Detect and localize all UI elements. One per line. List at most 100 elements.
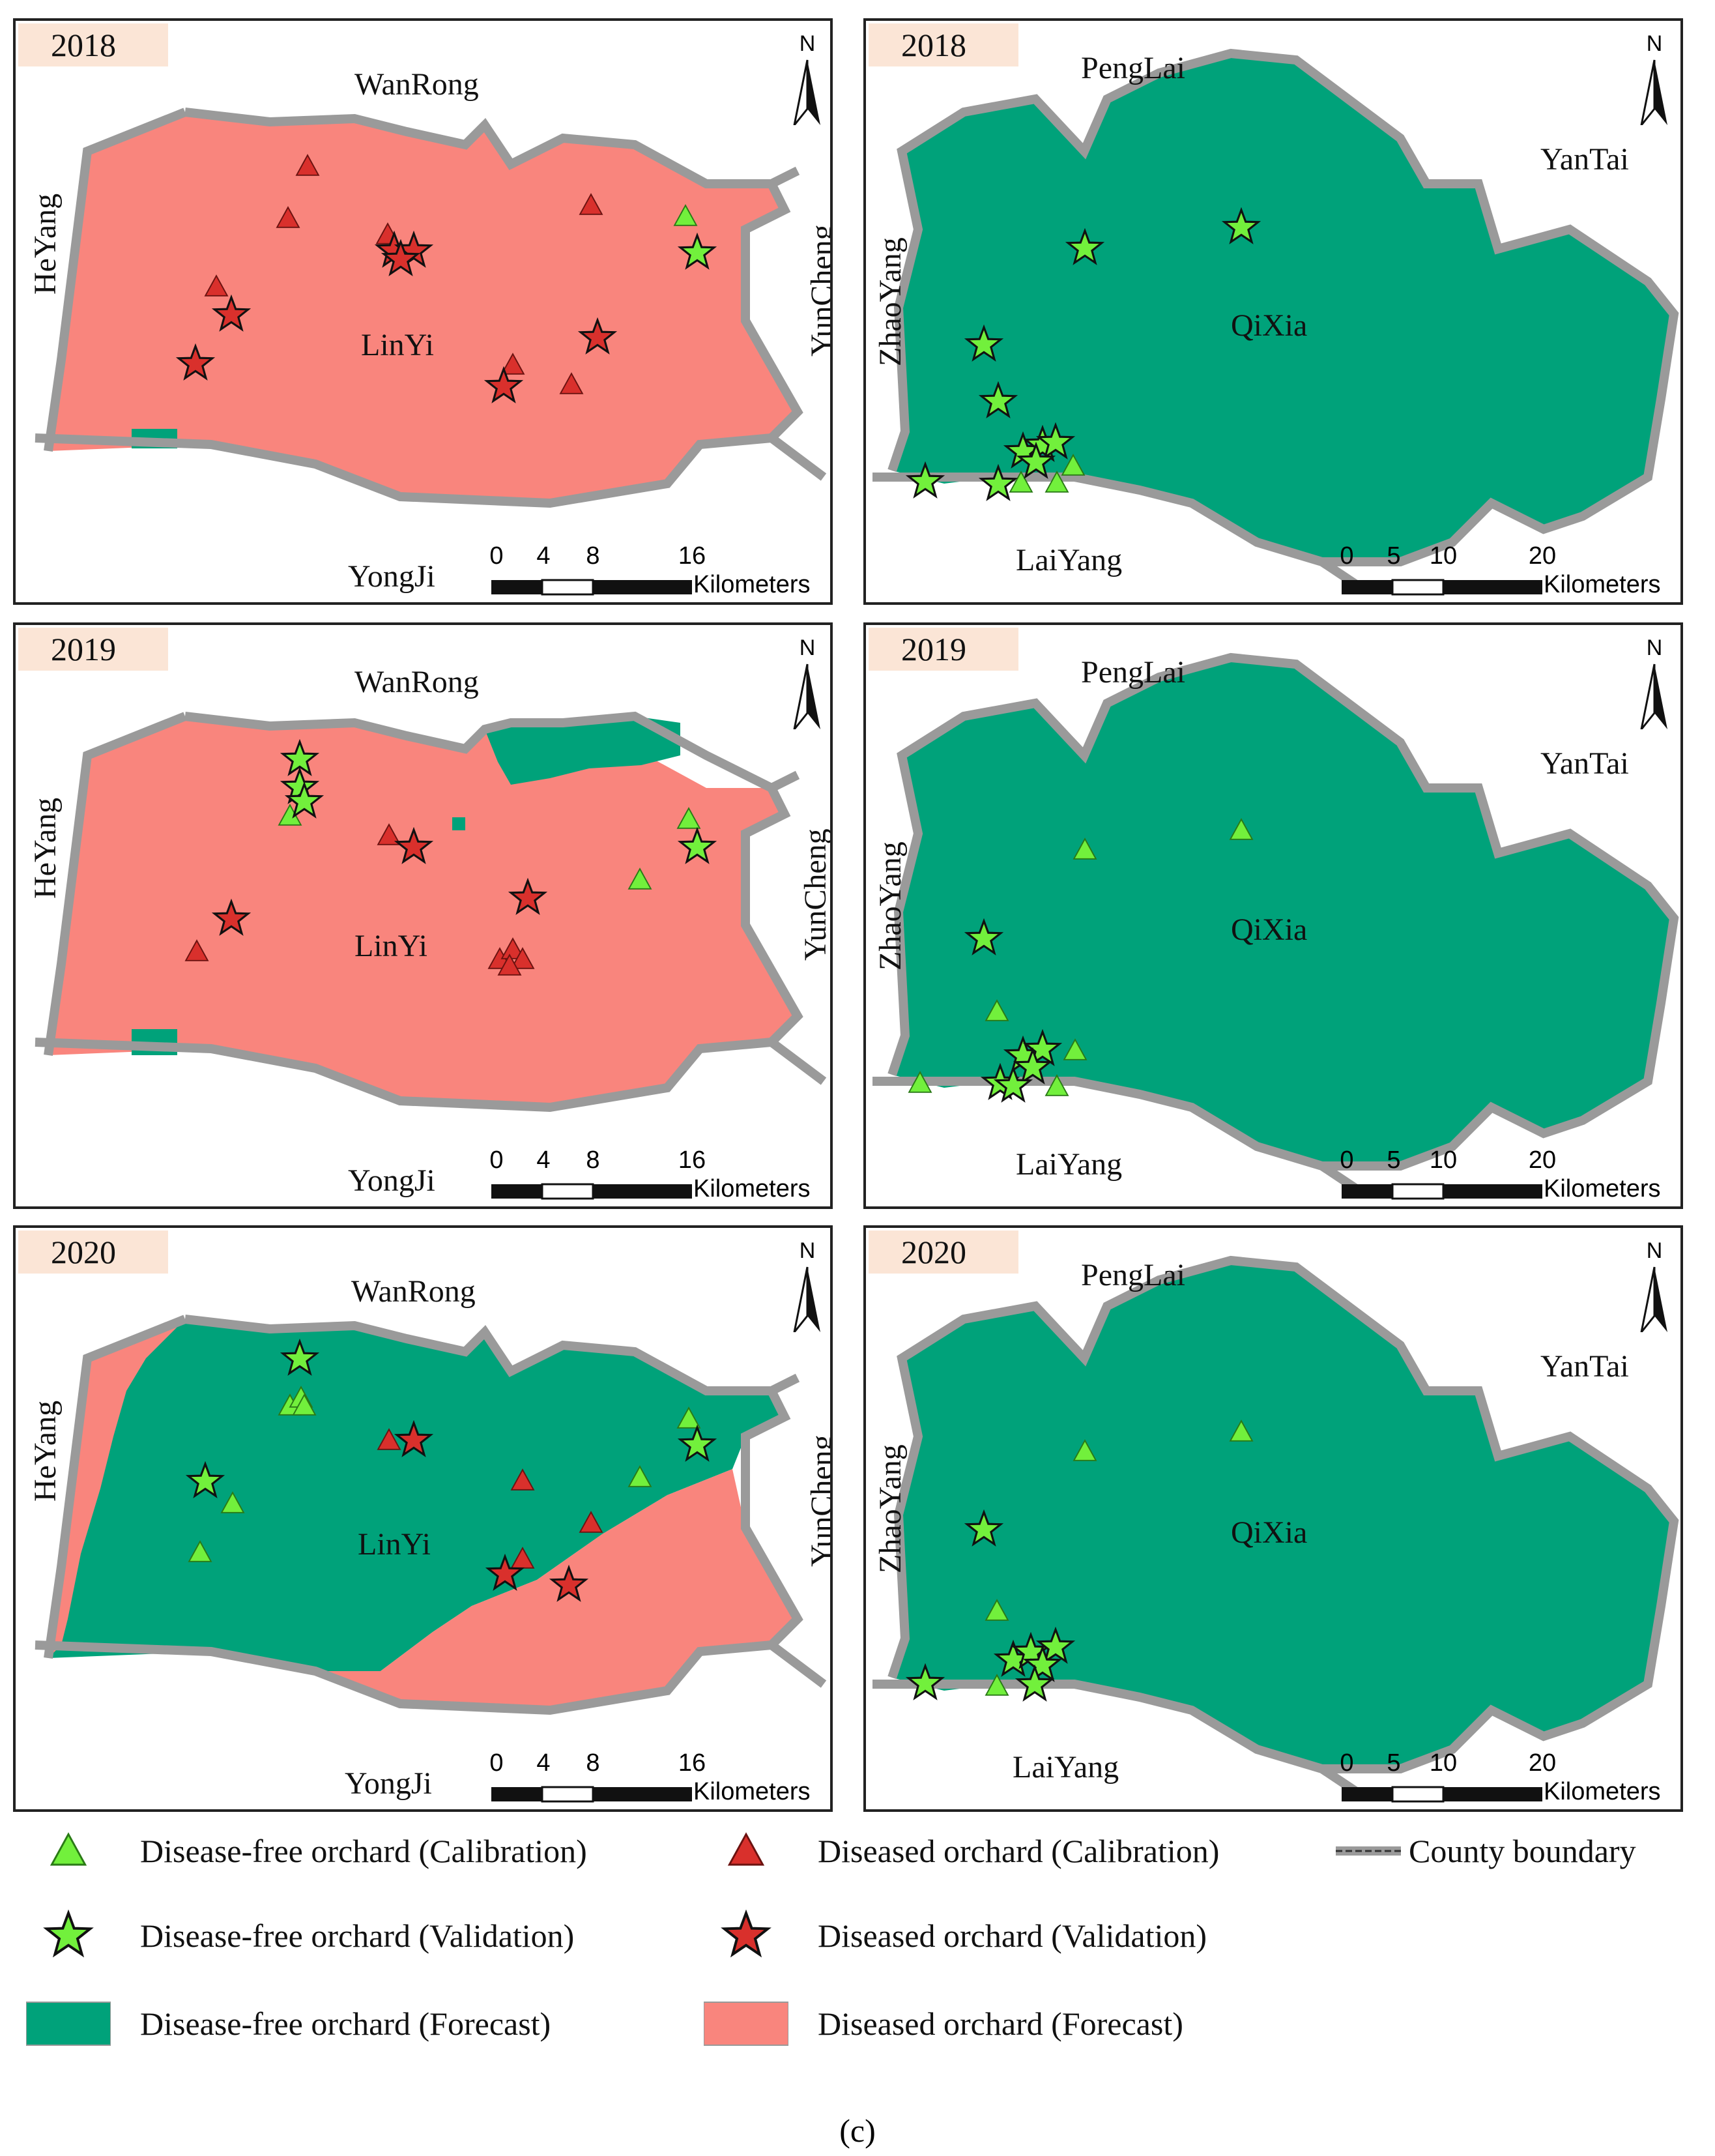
scale-bar: 0 4 8 16 Kilometers bbox=[465, 1749, 830, 1808]
qixia-2019-forecast-free bbox=[892, 658, 1674, 1166]
scale-bar-graphic bbox=[1342, 1183, 1542, 1200]
place-label-east: YunCheng bbox=[805, 1435, 833, 1567]
place-label-west: HeYang bbox=[28, 797, 63, 899]
county-boundary-east bbox=[741, 770, 803, 1045]
scale-bar-graphic bbox=[491, 1183, 692, 1200]
legend-county-boundary: County boundary bbox=[1336, 1828, 1636, 1874]
scale-tick: 16 bbox=[678, 1146, 706, 1174]
map-legend: Disease-free orchard (Calibration) Disea… bbox=[26, 1828, 1694, 2089]
legend-free-calibration: Disease-free orchard (Calibration) bbox=[26, 1828, 587, 1874]
scale-tick: 8 bbox=[586, 542, 600, 570]
scale-tick: 5 bbox=[1387, 1749, 1401, 1777]
county-boundary-south bbox=[35, 1037, 827, 1113]
legend-label: Diseased orchard (Forecast) bbox=[818, 2005, 1183, 2042]
county-boundary-north bbox=[184, 108, 771, 188]
scale-tick: 4 bbox=[536, 542, 551, 570]
qixia-2020-forecast-free bbox=[892, 1260, 1674, 1769]
place-label-east: YanTai bbox=[1540, 746, 1629, 781]
scale-unit: Kilometers bbox=[1544, 1778, 1661, 1805]
county-boundary-west bbox=[44, 108, 187, 452]
year-label: 2020 bbox=[18, 1231, 168, 1274]
place-label-county: LinYi bbox=[358, 1527, 431, 1562]
scale-tick: 8 bbox=[586, 1749, 600, 1777]
linyi-2018-map bbox=[35, 108, 827, 508]
scale-tick: 10 bbox=[1429, 542, 1458, 570]
star-icon bbox=[704, 1912, 788, 1959]
north-letter: N bbox=[799, 635, 816, 660]
scale-bar: 0 4 8 16 Kilometers bbox=[465, 1146, 830, 1205]
north-letter: N bbox=[799, 1238, 816, 1263]
county-boundary-east bbox=[741, 166, 803, 441]
year-label: 2020 bbox=[869, 1231, 1018, 1274]
linyi-2019-free-patch-center bbox=[452, 817, 465, 830]
county-boundary bbox=[887, 48, 1679, 566]
county-boundary bbox=[887, 1255, 1679, 1773]
county-boundary-west bbox=[44, 712, 187, 1056]
place-label-north: PengLai bbox=[1081, 51, 1185, 85]
county-boundary-south bbox=[35, 433, 827, 508]
north-arrow: N bbox=[1632, 1238, 1677, 1332]
map-panel-2019-linyi: 2019 WanRong LinYi YongJi HeYang YunChen… bbox=[13, 622, 833, 1209]
map-panel-2019-qixia: 2019 PengLai QiXia LaiYang ZhaoYang YanT… bbox=[863, 622, 1683, 1209]
scale-tick: 20 bbox=[1528, 542, 1557, 570]
north-arrow: N bbox=[1632, 635, 1677, 729]
map-panel-2020-linyi: 2020 WanRong LinYi YongJi HeYang YunChen… bbox=[13, 1225, 833, 1812]
legend-free-forecast: Disease-free orchard (Forecast) bbox=[26, 2001, 551, 2047]
scale-tick: 0 bbox=[1340, 542, 1354, 570]
scale-bar-graphic bbox=[491, 579, 692, 596]
star-icon bbox=[26, 1912, 111, 1959]
place-label-west: ZhaoYang bbox=[873, 1444, 908, 1573]
place-label-east: YunCheng bbox=[805, 224, 833, 357]
triangle-icon bbox=[26, 1828, 111, 1874]
county-boundary-north bbox=[184, 711, 774, 793]
qixia-2018-forecast-free bbox=[892, 53, 1674, 562]
north-arrow-icon bbox=[1640, 1266, 1667, 1332]
north-arrow-icon bbox=[793, 59, 820, 125]
place-label-south: LaiYang bbox=[1013, 1750, 1119, 1785]
place-label-east: YanTai bbox=[1540, 1349, 1629, 1384]
place-label-west: ZhaoYang bbox=[873, 841, 908, 970]
legend-label: Diseased orchard (Calibration) bbox=[818, 1833, 1220, 1869]
place-label-county: QiXia bbox=[1231, 912, 1308, 947]
place-label-north: WanRong bbox=[354, 665, 479, 699]
legend-label: Disease-free orchard (Calibration) bbox=[140, 1833, 587, 1869]
scale-tick: 10 bbox=[1429, 1146, 1458, 1174]
figure-caption: (c) bbox=[839, 2112, 876, 2149]
scale-tick: 16 bbox=[678, 542, 706, 570]
north-arrow: N bbox=[785, 635, 830, 729]
north-arrow: N bbox=[785, 31, 830, 125]
scale-tick: 4 bbox=[536, 1146, 551, 1174]
scale-bar-graphic bbox=[1342, 579, 1542, 596]
north-arrow-icon bbox=[1640, 663, 1667, 729]
map-panel-2018-qixia: 2018 PengLai QiXia LaiYang ZhaoYang YanT… bbox=[863, 18, 1683, 605]
scale-tick: 16 bbox=[678, 1749, 706, 1777]
place-label-west: HeYang bbox=[28, 193, 63, 295]
county-boundary-south bbox=[872, 1680, 1364, 1799]
north-letter: N bbox=[1646, 1238, 1663, 1263]
place-label-south: LaiYang bbox=[1016, 543, 1123, 577]
north-arrow-icon bbox=[793, 663, 820, 729]
qixia-2019-map bbox=[872, 652, 1679, 1196]
place-label-north: PengLai bbox=[1081, 1258, 1185, 1292]
north-letter: N bbox=[799, 31, 816, 56]
scale-tick: 10 bbox=[1429, 1749, 1458, 1777]
county-boundary-south bbox=[872, 473, 1364, 592]
north-arrow: N bbox=[1632, 31, 1677, 125]
scale-unit: Kilometers bbox=[1544, 1175, 1661, 1202]
scale-bar: 0 4 8 16 Kilometers bbox=[465, 542, 830, 601]
scale-tick: 0 bbox=[489, 1749, 504, 1777]
map-panel-2020-qixia: 2020 PengLai QiXia LaiYang ZhaoYang YanT… bbox=[863, 1225, 1683, 1812]
year-label: 2019 bbox=[18, 628, 168, 671]
scale-tick: 0 bbox=[489, 542, 504, 570]
county-boundary-east bbox=[741, 1373, 803, 1648]
linyi-2020-map bbox=[35, 1315, 827, 1715]
scale-tick: 5 bbox=[1387, 542, 1401, 570]
place-label-north: WanRong bbox=[351, 1274, 476, 1309]
linyi-2020-forecast-diseased-band bbox=[315, 1469, 798, 1710]
place-label-county: LinYi bbox=[354, 929, 428, 963]
scale-bar: 0 5 10 20 Kilometers bbox=[1316, 1146, 1680, 1205]
linyi-2019-map bbox=[35, 711, 827, 1113]
north-letter: N bbox=[1646, 635, 1663, 660]
linyi-2020-forecast-free bbox=[48, 1319, 785, 1671]
linyi-2018-forecast-diseased bbox=[48, 112, 798, 503]
